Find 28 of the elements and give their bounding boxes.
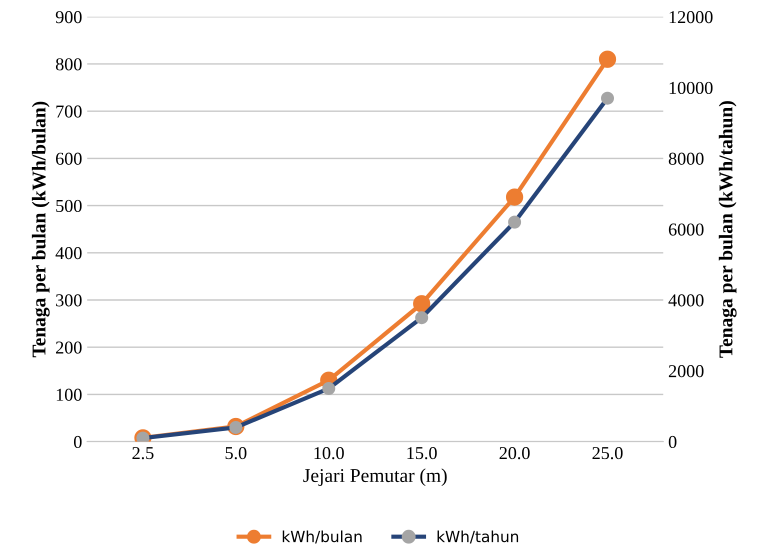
y2-tick-label: 4000 [668,294,704,306]
x-tick-label: 15.0 [407,446,437,460]
y-tick-label: 700 [56,105,82,118]
x-tick-label: 25.0 [592,446,623,460]
legend-label: kWh/bulan [282,530,362,544]
y2-axis-title: Tenaga per bulan (kWh/tahun) [718,101,737,358]
y-tick-label: 900 [56,11,82,24]
y-tick-label: 0 [74,436,82,448]
y-tick-label: 400 [56,247,82,260]
y2-tick-label: 6000 [668,223,704,236]
y-tick-label: 800 [56,58,82,70]
y2-tick-label: 0 [668,436,676,448]
x-tick-label: 10.0 [314,446,344,460]
y-tick-label: 600 [56,152,82,165]
x-tick-label: 5.0 [226,446,246,460]
x-axis-title: Jejari Pemutar (m) [303,468,447,486]
y-tick-label: 500 [56,200,82,212]
y2-tick-label: 2000 [668,365,704,378]
y-axis-title: Tenaga per bulan (kWh/bulan) [32,102,50,358]
legend-label: kWh/tahun [438,530,518,544]
y-tick-label: 200 [56,341,82,354]
x-tick-label: 20.0 [500,446,530,460]
y-tick-label: 100 [56,388,82,401]
y-tick-label: 300 [56,294,82,306]
y2-tick-label: 12000 [670,11,713,24]
x-tick-label: 2.5 [132,447,154,460]
y2-tick-label: 8000 [668,152,704,165]
y2-tick-label: 10000 [670,82,713,94]
